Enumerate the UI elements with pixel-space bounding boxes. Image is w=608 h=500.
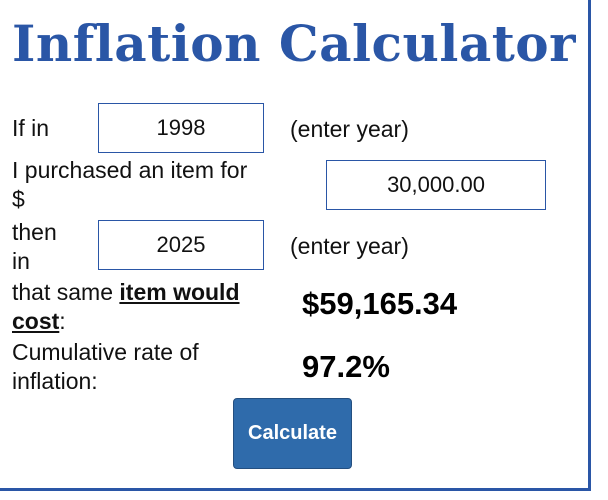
year-input[interactable]: 1998 [98,103,264,153]
year-input[interactable]: 2025 [98,220,264,270]
label: I purchased an item for [12,157,248,183]
label-emphasis: cost [12,308,60,334]
result: $59,165.34 [302,286,458,321]
label: then [12,219,57,245]
calculate-button[interactable]: Calculate [233,398,352,469]
label-text: : [59,308,66,334]
label: Cumulative rate of [12,339,199,365]
label: If in [12,115,50,141]
label: that same item would [12,278,240,307]
result: 97.2% [302,349,390,384]
hint: (enter year) [290,233,409,259]
label: cost: [12,307,66,336]
label-text: that same [12,279,120,305]
title: Inflation Calculator [12,14,577,73]
hint: (enter year) [290,116,409,142]
amount-input[interactable]: 30,000.00 [326,160,546,210]
label: $ [12,186,25,212]
label: inflation: [12,368,98,394]
label: in [12,248,30,274]
label-emphasis: item would [119,279,240,305]
frame [0,0,591,491]
